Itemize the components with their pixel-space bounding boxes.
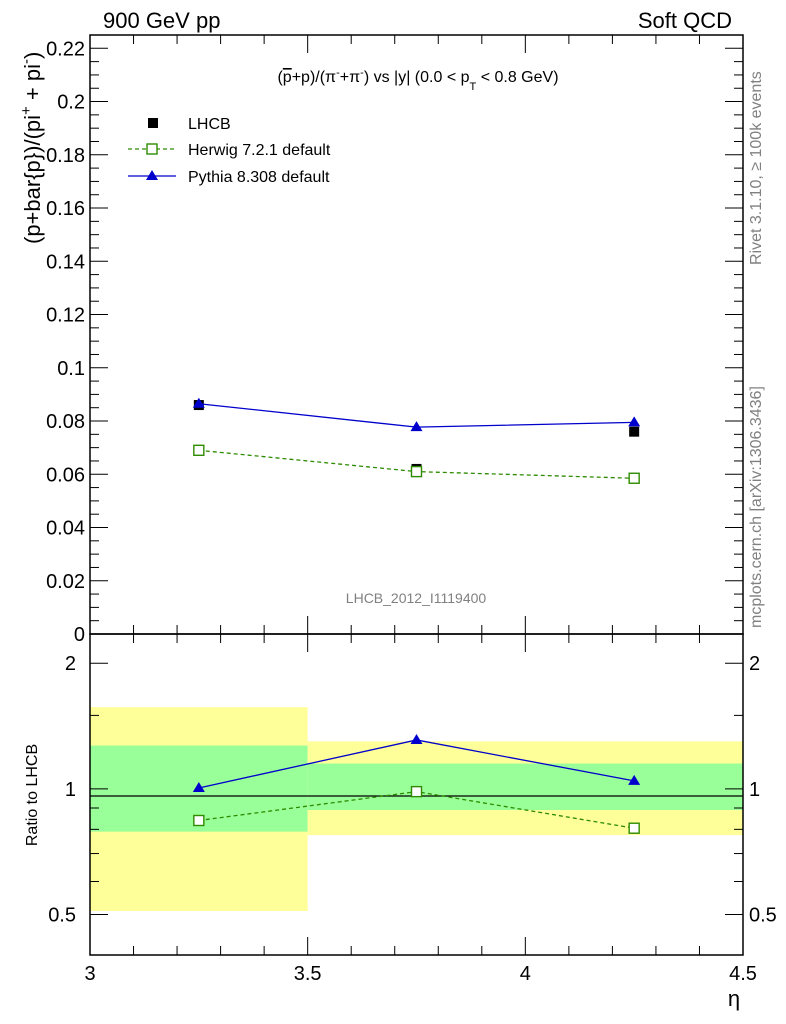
- rivet-label: Rivet 3.1.10, ≥ 100k events: [748, 71, 765, 265]
- main-y-axis-label: (p+bar{p})/(pi+ + pi-): [18, 52, 45, 244]
- main-data-point-0: [629, 426, 640, 437]
- legend-pythia-label: Pythia 8.308 default: [188, 169, 330, 186]
- main-y-tick-label: 0: [74, 624, 85, 646]
- x-tick-label: 4.5: [729, 963, 757, 985]
- main-y-tick-label: 0.02: [46, 571, 85, 593]
- main-y-tick-label: 0.04: [46, 518, 85, 540]
- ratio-panel: 0.5 0.5 1 1 2 2 3 3.5 4 4.5 Ratio to LHCB η: [24, 633, 777, 1011]
- main-y-tick-label: 0.06: [46, 464, 85, 486]
- main-y-tick-label: 0.2: [57, 92, 85, 114]
- x-axis-label: η: [728, 986, 740, 1011]
- chart-title: (p+p)/(π-+π-) vs |y| (0.0 < pT < 0.8 GeV…: [277, 67, 558, 93]
- ratio-data-point-0: [193, 814, 205, 827]
- ratio-frame: [89, 633, 744, 956]
- main-y-tick-label: 0.22: [46, 38, 85, 60]
- legend: LHCB Herwig 7.2.1 default Pythia 8.308 d…: [128, 116, 331, 186]
- ratio-y-tick-label-right: 0.5: [749, 905, 777, 927]
- main-data-point-2: [410, 421, 423, 432]
- legend-lhcb-label: LHCB: [188, 116, 231, 133]
- x-tick-label: 4: [520, 963, 531, 985]
- x-tick-label: 3.5: [294, 963, 322, 985]
- ratio-data-point-1: [628, 774, 641, 785]
- ratio-y-axis-label: Ratio to LHCB: [24, 744, 41, 846]
- main-data-point-1: [410, 465, 423, 478]
- ratio-band-green: [307, 763, 743, 811]
- main-data-point-1: [628, 472, 640, 484]
- legend-herwig-label: Herwig 7.2.1 default: [188, 142, 331, 159]
- ratio-y-ticks: 0.5 0.5 1 1 2 2: [48, 653, 777, 926]
- ratio-data-point-1: [410, 733, 423, 744]
- legend-herwig-marker: [146, 143, 158, 155]
- ratio-data-point-0: [410, 785, 423, 798]
- ratio-y-tick-label: 2: [65, 653, 76, 675]
- main-panel: 0 0.02 0.04 0.06 0.08 0.1 0.12 0.14 0.16 0.18 0.2 0…: [18, 34, 744, 646]
- legend-pythia-marker: [146, 170, 158, 180]
- header-left: 900 GeV pp: [103, 8, 220, 33]
- main-y-tick-label: 0.18: [46, 145, 85, 167]
- header-right: Soft QCD: [638, 8, 732, 33]
- ratio-y-tick-label-right: 2: [749, 653, 760, 675]
- x-tick-label: 3: [84, 963, 95, 985]
- main-y-tick-label: 0.08: [46, 411, 85, 433]
- main-data-point-2: [628, 416, 641, 427]
- main-data-point-1: [193, 444, 205, 457]
- ratio-data-point-0: [628, 822, 640, 834]
- ratio-y-tick-label: 1: [65, 779, 76, 801]
- main-data-point-2: [192, 397, 205, 408]
- ratio-x-ticks: 3 3.5 4 4.5: [84, 634, 757, 985]
- mcplots-label: mcplots.cern.ch [arXiv:1306.3436]: [748, 386, 765, 628]
- ratio-y-tick-label-right: 1: [749, 779, 760, 801]
- main-y-tick-label: 0.14: [46, 251, 85, 273]
- main-y-tick-label: 0.1: [57, 358, 85, 380]
- main-y-tick-label: 0.16: [46, 198, 85, 220]
- main-series: [192, 397, 641, 484]
- analysis-watermark: LHCB_2012_I1119400: [346, 590, 487, 606]
- legend-lhcb-marker: [148, 118, 158, 128]
- main-y-ticks: 0 0.02 0.04 0.06 0.08 0.1 0.12 0.14 0.16 0.18 0.2 0…: [46, 38, 743, 646]
- ratio-data-point-1: [192, 781, 205, 792]
- main-y-tick-label: 0.12: [46, 305, 85, 327]
- ratio-y-tick-label: 0.5: [48, 905, 76, 927]
- ratio-series: [192, 733, 641, 834]
